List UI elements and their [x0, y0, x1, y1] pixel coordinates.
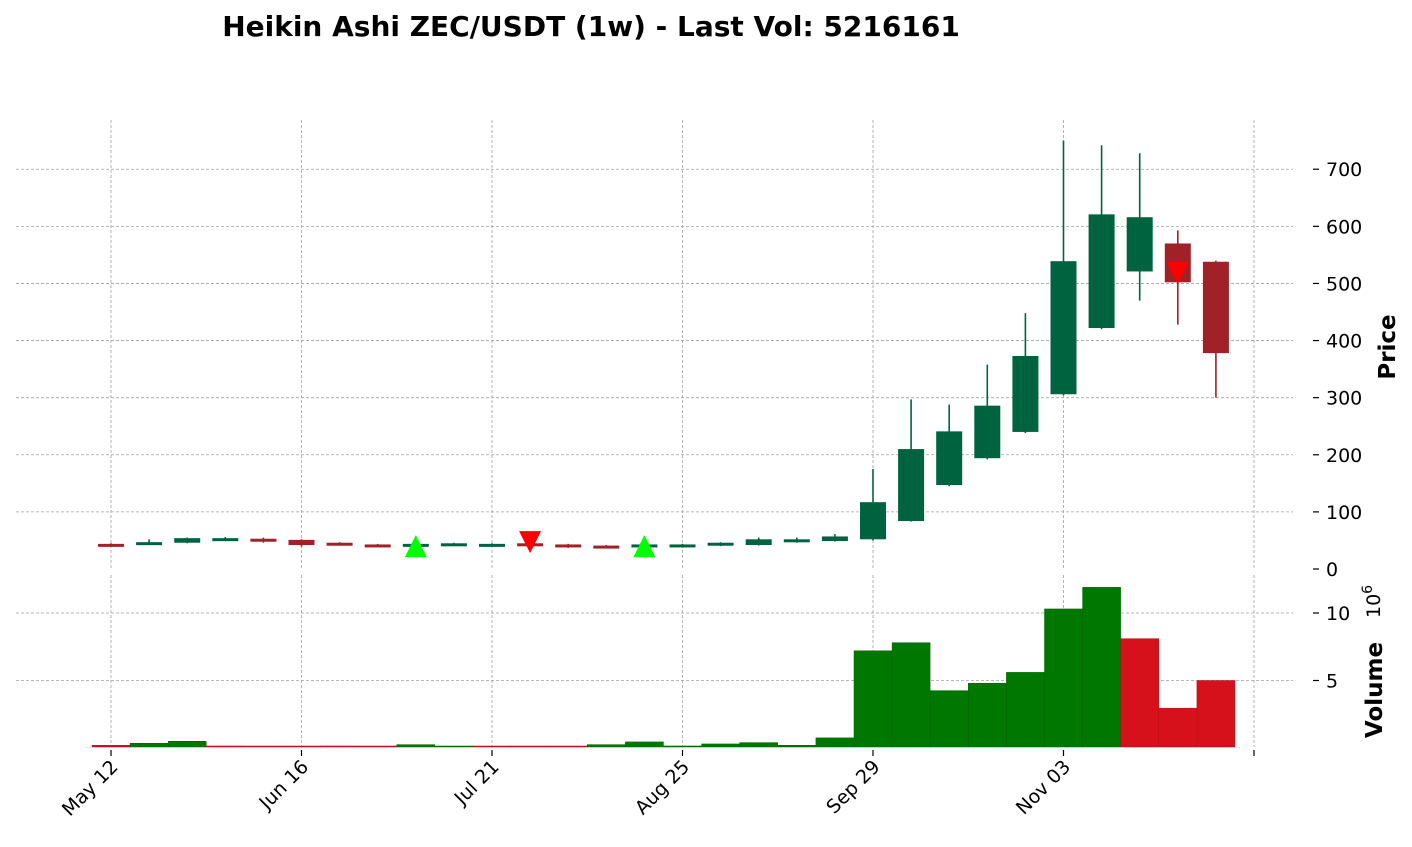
candle-body [745, 539, 772, 546]
price-tick-label: 100 [1326, 502, 1362, 524]
volume-axis-title: Volume [1362, 642, 1388, 738]
volume-bar [1158, 707, 1198, 748]
candle-body [860, 502, 886, 540]
sell-marker [519, 531, 542, 554]
grid-lines [16, 120, 1293, 747]
buy-marker [633, 535, 656, 558]
candle-body [669, 544, 696, 548]
candle-body [555, 544, 582, 548]
volume-bar [929, 690, 969, 748]
volume-bar [1120, 638, 1159, 748]
volume-bar [434, 745, 474, 748]
price-axis-title: Price [1375, 314, 1401, 379]
candle-body [1050, 261, 1077, 395]
chart-title: Heikin Ashi ZEC/USDT (1w) - Last Vol: 52… [222, 10, 960, 43]
volume-bar [701, 743, 740, 748]
x-tick-label: Sep 29 [822, 756, 884, 818]
candle-body [707, 542, 734, 546]
volume-bar [167, 741, 207, 748]
candle-body [1202, 261, 1229, 354]
candle-body [783, 539, 810, 543]
x-tick-label: May 12 [58, 756, 123, 821]
x-tick-label: Aug 25 [631, 756, 694, 819]
volume-bar [1196, 680, 1236, 748]
volume-tick-label: 10 [1326, 603, 1350, 625]
candle-body [898, 449, 925, 522]
price-tick-label: 200 [1326, 445, 1362, 467]
volume-bar [777, 745, 817, 748]
volume-bar [1006, 672, 1045, 748]
candle-body [936, 431, 963, 486]
volume-bar [587, 744, 626, 748]
volume-tick-label: 5 [1326, 671, 1338, 693]
signal-markers [404, 262, 1189, 558]
candle-body [98, 543, 124, 547]
volume-exponent-base: 10 [1363, 594, 1385, 618]
volume-bars [91, 587, 1236, 748]
candle-body [821, 536, 848, 542]
candle-body [364, 544, 391, 548]
volume-bar [472, 745, 512, 748]
candle-body [326, 542, 353, 546]
volume-bar [968, 682, 1007, 748]
candle-body [479, 543, 505, 547]
price-tick-label: 0 [1326, 559, 1338, 581]
volume-bar [1044, 608, 1083, 748]
candle-body [174, 538, 201, 543]
volume-exponent-label: 106 [1360, 585, 1385, 618]
volume-bar [853, 650, 893, 748]
price-tick-label: 600 [1326, 216, 1362, 238]
candle-body [1126, 217, 1153, 272]
x-tick-label: Jun 16 [254, 756, 313, 815]
volume-bar [663, 745, 702, 748]
price-tick-label: 300 [1326, 388, 1362, 410]
volume-bar [91, 745, 131, 748]
candle-body [1088, 214, 1115, 328]
candle-body [1012, 355, 1039, 432]
price-tick-label: 400 [1326, 331, 1362, 353]
candle-body [440, 543, 467, 547]
candle-body [212, 538, 239, 542]
volume-bar [548, 745, 588, 748]
candle-body [593, 545, 620, 549]
x-tick-label: Jul 21 [450, 756, 504, 810]
volume-exponent-power: 6 [1360, 585, 1376, 594]
candle-body [288, 539, 315, 546]
volume-bar [396, 744, 436, 748]
volume-bar [625, 741, 664, 748]
volume-bar [282, 745, 321, 748]
price-tick-label: 700 [1326, 159, 1362, 181]
volume-bar [510, 745, 550, 748]
volume-bar [358, 745, 397, 748]
volume-bar [815, 737, 855, 748]
volume-bar [244, 745, 283, 748]
volume-bar [206, 745, 245, 748]
sell-marker [1166, 262, 1189, 285]
volume-bar [129, 743, 169, 748]
x-tick-label: Nov 03 [1012, 756, 1075, 819]
candle-body [250, 538, 277, 542]
candles [98, 140, 1229, 549]
candle-body [136, 542, 163, 546]
buy-marker [404, 535, 427, 558]
candle-body [974, 405, 1001, 459]
price-tick-label: 500 [1326, 273, 1362, 295]
volume-bar [1082, 587, 1121, 748]
volume-bar [891, 642, 931, 748]
volume-bar [320, 745, 359, 748]
volume-bar [739, 742, 778, 748]
